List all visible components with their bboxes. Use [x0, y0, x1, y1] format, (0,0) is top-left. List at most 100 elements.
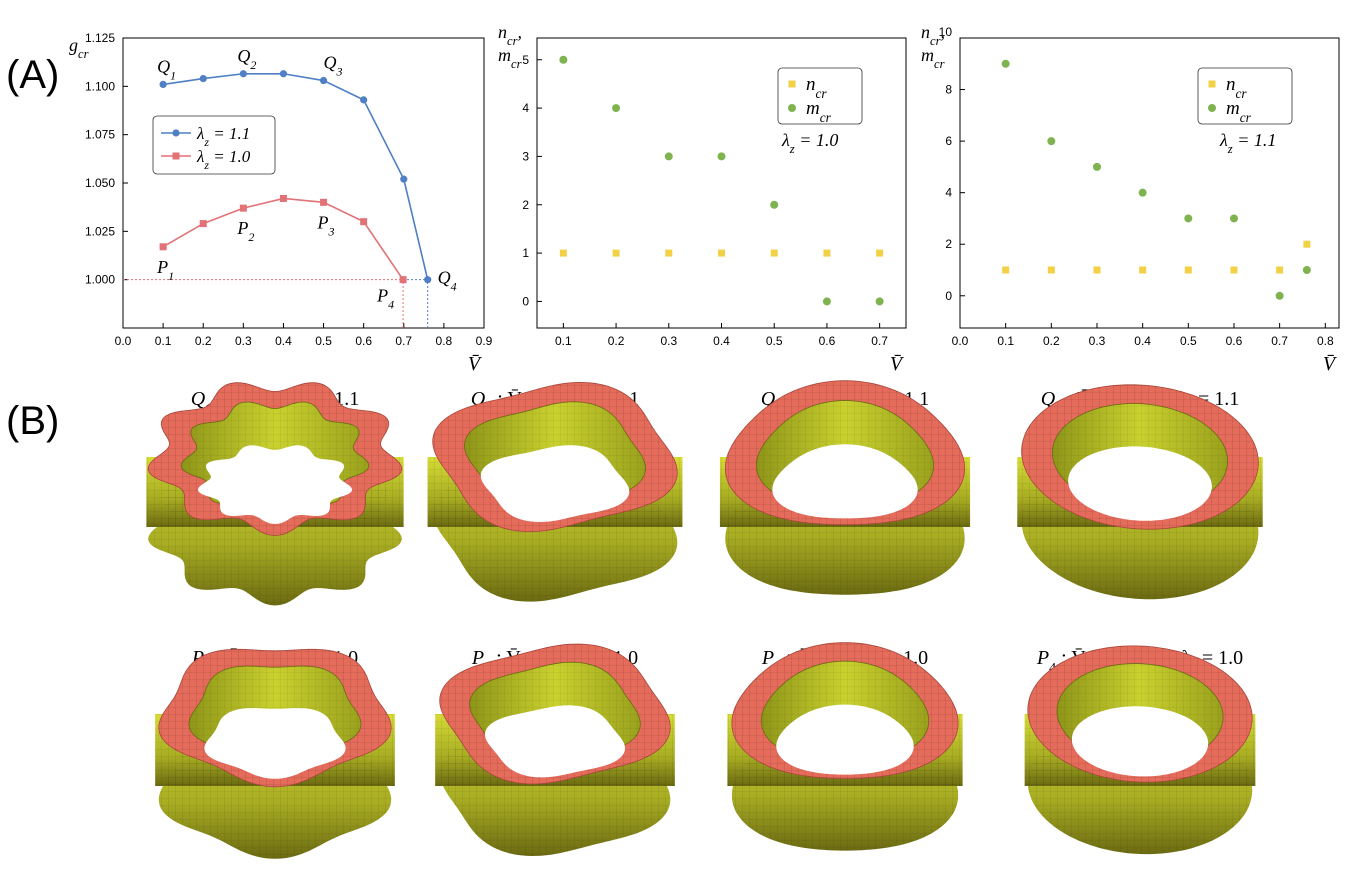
- ring-hole: [480, 445, 630, 522]
- data-point-square: [279, 194, 287, 202]
- x-tick-label: 0.4: [1134, 334, 1151, 348]
- legend-marker: [172, 152, 180, 160]
- y-tick-label: 1: [522, 246, 529, 260]
- x-tick-label: 0.0: [115, 334, 132, 348]
- data-point-circle: [400, 175, 408, 183]
- data-point-circle: [875, 297, 884, 306]
- buckled-ring-q4: [1017, 384, 1263, 600]
- y-axis-label-line-1: ncr,: [921, 22, 945, 48]
- legend-box: [1197, 67, 1293, 125]
- y-axis-label-line-2: mcr: [498, 45, 522, 71]
- y-tick-label: 2: [945, 237, 952, 251]
- data-point-square: [199, 220, 207, 228]
- point-annotation: Q4: [438, 268, 457, 294]
- legend-marker: [788, 80, 796, 88]
- data-point-circle: [664, 152, 673, 161]
- y-tick-label: 2: [522, 198, 529, 212]
- y-axis-label-line-1: ncr,: [498, 22, 522, 48]
- plot-frame: [959, 37, 1340, 329]
- data-point-circle: [1302, 266, 1311, 274]
- ring-hole: [776, 704, 914, 775]
- ring-hole: [485, 705, 625, 778]
- data-point-circle: [1001, 59, 1010, 68]
- data-point-square: [665, 249, 673, 257]
- data-point-circle: [279, 70, 288, 78]
- y-tick-label: 1.100: [85, 79, 115, 93]
- data-point-square: [876, 249, 884, 257]
- legend-marker: [172, 129, 180, 137]
- x-tick-label: 0.1: [997, 334, 1014, 348]
- data-point-circle: [1275, 291, 1284, 300]
- data-point-circle: [319, 76, 328, 85]
- buckled-ring-p2: [435, 643, 675, 856]
- legend-marker: [1208, 104, 1216, 112]
- x-tick-label: 0.8: [436, 334, 453, 348]
- data-point-circle: [424, 276, 432, 284]
- x-tick-label: 0.2: [1043, 334, 1060, 348]
- legend-marker: [1208, 80, 1216, 88]
- data-point-circle: [199, 75, 207, 83]
- point-annotation: P2: [236, 218, 254, 244]
- data-point-square: [399, 276, 407, 284]
- y-axis-label: gcr: [69, 35, 89, 61]
- y-tick-label: 1.050: [85, 176, 115, 190]
- y-tick-label: 4: [945, 186, 952, 200]
- data-point-circle: [717, 152, 726, 161]
- chart-note: λz = 1.1: [1219, 130, 1276, 156]
- data-point-circle: [822, 297, 831, 306]
- y-tick-label: 1.125: [85, 31, 115, 45]
- legend-label: ncr: [806, 74, 827, 101]
- x-tick-label: 0.2: [195, 334, 212, 348]
- panel-label-b: (B): [6, 399, 59, 443]
- data-point-square: [1047, 266, 1055, 274]
- x-axis-label: V̄: [468, 353, 483, 375]
- ring-hole: [772, 444, 918, 519]
- ring-hole: [204, 708, 346, 779]
- y-tick-label: 8: [945, 83, 952, 97]
- ring-hole: [1068, 446, 1212, 521]
- legend-box: [777, 67, 863, 125]
- y-tick-label: 0: [945, 289, 952, 303]
- legend-label: λz = 1.1: [196, 124, 250, 149]
- x-tick-label: 0.4: [275, 334, 292, 348]
- data-point-square: [823, 249, 831, 257]
- data-point-square: [1303, 240, 1311, 248]
- legend-label: mcr: [1226, 98, 1252, 125]
- legend-box: [152, 115, 276, 175]
- x-tick-label: 0.7: [395, 334, 412, 348]
- data-point-circle: [1229, 214, 1238, 223]
- data-point-circle: [1184, 214, 1193, 223]
- x-axis-label: V̄: [890, 353, 905, 375]
- x-tick-label: 0.6: [355, 334, 372, 348]
- x-tick-label: 0.5: [766, 334, 783, 348]
- x-tick-label: 0.8: [1317, 334, 1334, 348]
- y-tick-label: 6: [945, 134, 952, 148]
- legend-label: λz = 1.0: [196, 147, 251, 172]
- x-tick-label: 0.3: [235, 334, 252, 348]
- chart-note: λz = 1.0: [781, 130, 838, 156]
- buckled-ring-p1: [155, 648, 395, 859]
- data-point-square: [1276, 266, 1284, 274]
- x-tick-label: 0.1: [155, 334, 172, 348]
- x-tick-label: 0.4: [713, 334, 730, 348]
- mode-scatter-lambda-1-0: 0.1 0.2 0.3 0.4 0.5 0.6 0.7012345V̄ncr,mcrncrm…: [498, 22, 907, 375]
- data-point-square: [1139, 266, 1147, 274]
- y-tick-label: 5: [522, 53, 529, 67]
- plot-frame: [122, 37, 485, 329]
- y-tick-label: 4: [522, 101, 529, 115]
- x-tick-label: 0.2: [608, 334, 625, 348]
- x-tick-label: 0.5: [1180, 334, 1197, 348]
- series-line-1: [162, 197, 404, 281]
- data-point-circle: [770, 200, 779, 209]
- legend-label: ncr: [1226, 74, 1247, 101]
- panel-label-a: (A): [6, 53, 59, 97]
- x-tick-label: 0.6: [1226, 334, 1243, 348]
- y-tick-label: 0: [522, 294, 529, 308]
- data-point-square: [1184, 266, 1192, 274]
- y-tick-label: 1.075: [85, 128, 115, 142]
- data-point-circle: [1092, 162, 1101, 171]
- x-tick-label: 0.5: [315, 334, 332, 348]
- data-point-circle: [1138, 188, 1147, 197]
- point-annotation: Q3: [324, 53, 343, 79]
